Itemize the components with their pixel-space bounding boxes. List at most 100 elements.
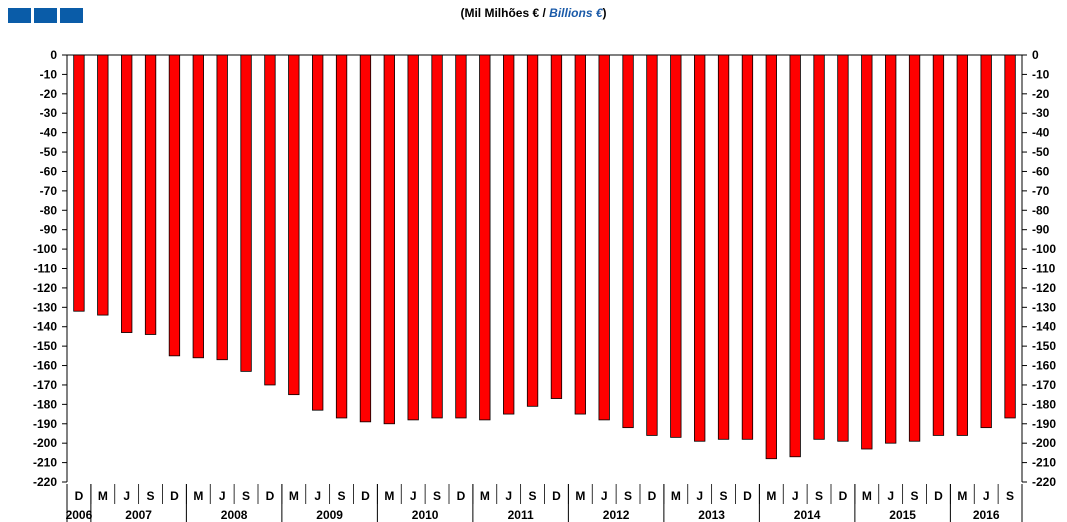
x-tick-label: J [983, 489, 990, 503]
bar [455, 54, 467, 419]
y-tick-label-right: -180 [1032, 397, 1056, 411]
bar [741, 54, 754, 440]
y-tick-label-left: -160 [33, 359, 57, 373]
x-tick-label: S [147, 489, 155, 503]
bar [479, 54, 491, 421]
y-tick-label-right: -160 [1032, 359, 1056, 373]
x-tick-label: S [529, 489, 537, 503]
bar [264, 54, 276, 386]
bar [431, 54, 443, 419]
y-tick-label-left: -170 [33, 378, 57, 392]
bar [813, 54, 825, 440]
y-tick-label-left: -50 [40, 145, 58, 159]
bar [956, 54, 968, 436]
y-tick-label-left: -220 [33, 475, 57, 489]
bar [383, 54, 395, 425]
x-tick-label: D [170, 489, 179, 503]
title-pt: (Mil Milhões € / [460, 6, 550, 20]
bar [144, 54, 157, 335]
x-tick-label: M [384, 489, 394, 503]
y-tick-label-right: -110 [1032, 262, 1056, 276]
year-label: 2010 [412, 508, 439, 522]
year-label: 2012 [603, 508, 630, 522]
bar [717, 54, 730, 440]
y-tick-label-left: -20 [40, 87, 58, 101]
bar [908, 54, 921, 442]
bar [168, 54, 181, 357]
bar [97, 54, 109, 316]
x-tick-label: D [266, 489, 275, 503]
y-tick-label-right: -200 [1032, 436, 1056, 450]
x-tick-label: J [887, 489, 894, 503]
y-tick-label-right: -100 [1032, 242, 1056, 256]
y-tick-label-right: -210 [1032, 456, 1056, 470]
y-tick-label-right: -190 [1032, 417, 1056, 431]
x-tick-label: S [1006, 489, 1014, 503]
bar [837, 54, 849, 442]
x-tick-label: S [720, 489, 728, 503]
y-tick-label-right: -140 [1032, 320, 1056, 334]
y-tick-label-right: -40 [1032, 126, 1050, 140]
year-label: 2007 [125, 508, 152, 522]
year-label: 2016 [973, 508, 1000, 522]
bar [312, 54, 324, 411]
year-label: 2014 [794, 508, 821, 522]
y-tick-label-right: -120 [1032, 281, 1056, 295]
bar [694, 54, 706, 442]
bar [503, 54, 515, 415]
y-tick-label-left: -130 [33, 300, 57, 314]
year-label: 2011 [508, 508, 534, 522]
x-tick-label: J [601, 489, 608, 503]
bar [526, 54, 539, 407]
y-tick-label-right: -10 [1032, 67, 1050, 81]
year-label: 2006 [66, 508, 93, 522]
bar [550, 54, 563, 399]
y-tick-label-right: -20 [1032, 87, 1050, 101]
y-tick-label-right: -90 [1032, 223, 1050, 237]
x-tick-label: M [98, 489, 108, 503]
y-tick-label-left: -100 [33, 242, 57, 256]
logo-block [60, 8, 83, 23]
y-tick-label-left: -70 [40, 184, 58, 198]
x-tick-label: M [957, 489, 967, 503]
y-tick-label-right: -80 [1032, 203, 1050, 217]
x-tick-label: S [338, 489, 346, 503]
y-tick-label-left: -60 [40, 164, 58, 178]
bar [288, 54, 300, 396]
y-tick-label-left: -90 [40, 223, 58, 237]
y-tick-label-left: -120 [33, 281, 57, 295]
title-en: Billions € [549, 6, 603, 20]
y-tick-label-right: -70 [1032, 184, 1050, 198]
x-tick-label: D [457, 489, 466, 503]
chart-title: (Mil Milhões € / Billions €) [0, 6, 1067, 20]
y-tick-label-right: -130 [1032, 300, 1056, 314]
bar [670, 54, 682, 438]
year-label: 2009 [316, 508, 343, 522]
x-tick-label: D [934, 489, 943, 503]
bar [598, 54, 610, 421]
bar [789, 54, 801, 458]
x-tick-label: S [911, 489, 919, 503]
logo-block [8, 8, 31, 23]
bar [240, 54, 252, 372]
y-tick-label-left: -140 [33, 320, 57, 334]
bar [646, 54, 658, 436]
year-label: 2015 [889, 508, 916, 522]
year-label: 2013 [698, 508, 725, 522]
y-tick-label-left: -190 [33, 417, 57, 431]
x-tick-label: D [361, 489, 370, 503]
y-tick-label-right: -30 [1032, 106, 1050, 120]
x-tick-label: M [575, 489, 585, 503]
x-tick-label: J [314, 489, 321, 503]
bar [885, 54, 897, 444]
x-tick-label: M [193, 489, 203, 503]
y-tick-label-left: -180 [33, 397, 57, 411]
x-tick-label: S [433, 489, 441, 503]
y-tick-label-right: -220 [1032, 475, 1056, 489]
x-tick-label: J [505, 489, 512, 503]
y-tick-label-left: -80 [40, 203, 58, 217]
bar [765, 54, 777, 460]
bar [216, 54, 228, 361]
y-tick-label-right: -150 [1032, 339, 1056, 353]
x-tick-label: M [480, 489, 490, 503]
